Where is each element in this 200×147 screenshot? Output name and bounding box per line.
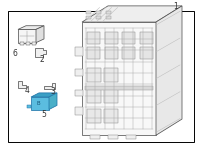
Polygon shape (36, 26, 44, 43)
Text: 5: 5 (42, 110, 46, 119)
Bar (8, 11, 194, 142)
Polygon shape (35, 48, 46, 57)
Text: B: B (36, 101, 40, 106)
Bar (90, 135, 100, 139)
Polygon shape (49, 93, 57, 110)
Bar (87, 109, 101, 123)
Bar (140, 47, 153, 59)
Bar (27, 105, 31, 108)
Text: 3: 3 (51, 87, 55, 96)
Bar (32, 42, 36, 45)
Bar (96, 16, 101, 19)
Bar (108, 135, 118, 139)
Bar (104, 88, 118, 103)
Polygon shape (18, 26, 44, 29)
Bar (75, 69, 83, 76)
Bar (87, 88, 101, 103)
Bar (87, 68, 101, 82)
Polygon shape (18, 29, 36, 43)
Bar (26, 42, 30, 45)
Bar (104, 68, 118, 82)
Polygon shape (82, 22, 156, 135)
Polygon shape (31, 93, 57, 97)
Text: 1: 1 (174, 2, 178, 11)
Text: 2: 2 (40, 55, 44, 64)
Polygon shape (156, 6, 182, 135)
Bar (86, 16, 91, 19)
Polygon shape (31, 97, 49, 110)
Bar (75, 90, 83, 96)
Polygon shape (44, 83, 55, 89)
Bar (104, 109, 118, 123)
Text: 4: 4 (25, 86, 29, 95)
Bar (122, 47, 135, 59)
Bar (75, 47, 83, 56)
Bar (75, 107, 83, 115)
Polygon shape (18, 81, 26, 88)
Bar (105, 32, 118, 44)
Bar (105, 47, 118, 59)
Bar (20, 42, 24, 45)
Bar (140, 32, 153, 44)
Bar (96, 11, 101, 14)
Text: 6: 6 (13, 49, 17, 58)
Bar (106, 11, 111, 14)
Bar (122, 32, 135, 44)
Bar (85, 86, 153, 90)
Polygon shape (82, 6, 182, 22)
Bar (87, 32, 100, 44)
Bar (87, 47, 100, 59)
Bar (86, 11, 91, 14)
Bar (106, 16, 111, 19)
Bar (126, 135, 136, 139)
